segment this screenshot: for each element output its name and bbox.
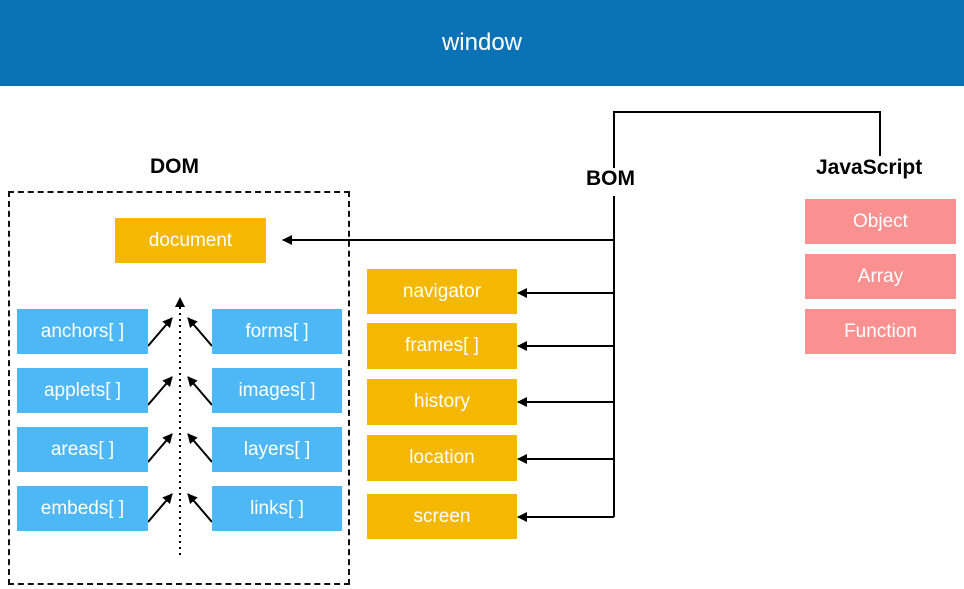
- bom-object-label: screen: [413, 505, 471, 527]
- window-banner: window: [0, 0, 964, 86]
- collection-images: images[ ]: [212, 368, 342, 413]
- document-box: document: [115, 218, 266, 263]
- collection-label: forms[ ]: [245, 320, 309, 342]
- bom-frames: frames[ ]: [367, 323, 517, 369]
- document-label: document: [148, 229, 233, 251]
- js-object-label: Function: [844, 320, 917, 342]
- js-object-label: Object: [853, 210, 908, 232]
- js-function: Function: [805, 309, 956, 354]
- js-object: Object: [805, 199, 956, 244]
- arrow-layers: [187, 433, 213, 463]
- arrow-applets: [147, 376, 173, 406]
- collection-applets: applets[ ]: [17, 368, 148, 413]
- dom-frame: [8, 191, 350, 585]
- arrow-embeds: [147, 493, 173, 523]
- window-label: window: [441, 29, 523, 56]
- collection-links: links[ ]: [212, 486, 342, 531]
- bom-screen: screen: [367, 494, 517, 539]
- collection-anchors: anchors[ ]: [17, 309, 148, 354]
- arrow-images: [187, 376, 213, 406]
- collection-label: layers[ ]: [243, 438, 311, 460]
- collection-forms: forms[ ]: [212, 309, 342, 354]
- collection-label: applets[ ]: [43, 379, 122, 401]
- arrow-anchors: [147, 317, 173, 347]
- collection-label: embeds[ ]: [40, 497, 125, 519]
- bom-history: history: [367, 379, 517, 425]
- js-object-label: Array: [857, 265, 904, 287]
- bom-object-label: navigator: [402, 280, 482, 302]
- collection-label: links[ ]: [250, 497, 304, 519]
- bom-heading: BOM: [586, 167, 635, 190]
- bom-location: location: [367, 435, 517, 481]
- arrow-forms: [187, 317, 213, 347]
- dom-heading: DOM: [150, 155, 199, 178]
- arrow-links: [187, 493, 213, 523]
- bom-object-label: location: [409, 447, 475, 468]
- collection-areas: areas[ ]: [17, 427, 148, 472]
- bom-object-label: history: [414, 391, 470, 412]
- javascript-heading: JavaScript: [816, 156, 923, 179]
- bom-object-label: frames[ ]: [405, 335, 479, 356]
- arrow-areas: [147, 433, 173, 463]
- collection-embeds: embeds[ ]: [17, 486, 148, 531]
- collection-layers: layers[ ]: [212, 427, 342, 472]
- bom-navigator: navigator: [367, 269, 517, 314]
- js-array: Array: [805, 254, 956, 299]
- collection-label: anchors[ ]: [40, 320, 125, 342]
- window-bracket-line: [613, 111, 881, 168]
- collection-label: areas[ ]: [50, 438, 115, 460]
- collection-label: images[ ]: [238, 379, 316, 401]
